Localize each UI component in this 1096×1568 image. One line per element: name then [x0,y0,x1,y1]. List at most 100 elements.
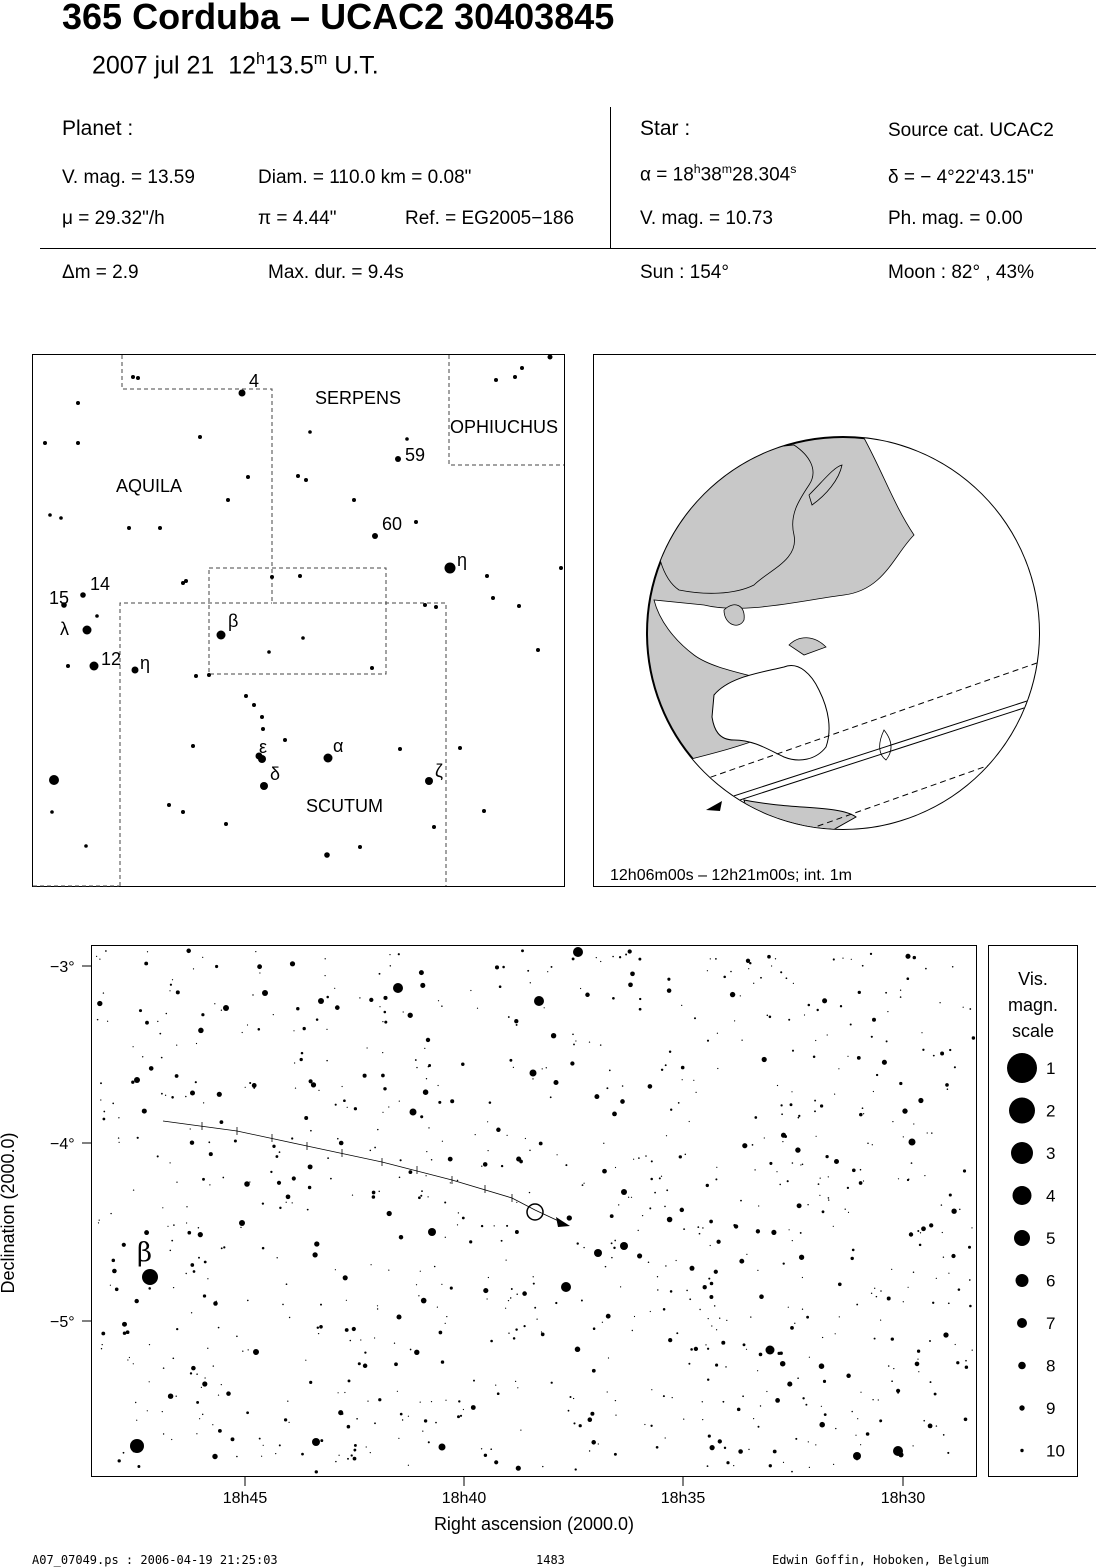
field-star [540,1331,543,1333]
field-star [896,1388,901,1393]
field-star [702,1285,707,1290]
field-star [175,1395,177,1397]
field-star [580,987,582,990]
field-star [430,1159,433,1161]
field-star [918,1371,920,1373]
field-star [473,1379,475,1382]
scale-svg: 1 2 3 4 5 6 7 8 9 10 [1007,1053,1065,1461]
sun-elongation: Sun : 154° [640,262,729,283]
field-star [860,1391,862,1393]
field-star [664,1437,666,1439]
field-star [419,1270,421,1272]
asteroid-track-ticks [201,1122,513,1202]
field-star [613,1246,616,1250]
field-star [510,1288,513,1290]
field-star [796,1203,802,1209]
field-star [627,1196,630,1198]
field-star [705,1183,709,1188]
field-star [507,1016,510,1018]
moon-elongation: Moon : 82° , 43% [888,262,1034,283]
field-star [857,990,861,995]
field-star [954,1343,956,1346]
constellation-map: AQUILA SERPENS OPHIUCHUS SCUTUM 4 59 60 … [32,354,565,887]
field-star [369,997,374,1003]
field-star [291,1137,294,1140]
field-star [872,1399,874,1401]
field-star [734,1020,736,1022]
field-star [396,1314,402,1320]
field-star [787,1306,789,1308]
field-star [487,1149,489,1152]
event-datetime: 2007 jul 21 12h13.5m U.T. [92,50,379,80]
field-star [169,1162,171,1164]
field-star [422,1430,424,1432]
field-star [594,1094,600,1100]
field-star [167,1225,169,1227]
field-star [161,1092,163,1095]
field-star [662,1308,666,1311]
map-star [547,355,553,360]
field-star [591,1368,596,1373]
map-star [84,844,88,848]
field-star [679,1207,685,1213]
field-star [838,1068,840,1070]
map-star [482,809,486,813]
field-star [665,1135,668,1137]
field-star [693,1017,697,1020]
field-star [357,1362,361,1366]
field-star [307,1185,312,1190]
footer-page: 1483 [536,1553,565,1567]
field-star [741,1039,743,1041]
field-star [627,949,632,954]
field-star [789,1103,793,1107]
y-tick-label-4: −4° [50,1136,75,1153]
field-star [819,1104,824,1108]
scale-label-1: 1 [1046,1059,1055,1078]
field-star [638,1007,642,1011]
field-star [716,1239,721,1244]
field-star [430,1401,433,1403]
field-star [910,1162,913,1164]
field-star [196,1433,198,1435]
scale-labels: 1 2 3 4 5 6 7 8 9 10 [1046,1059,1065,1461]
map-star [131,375,135,379]
field-star [619,1286,622,1288]
field-star [665,1265,667,1267]
scale-label-2: 2 [1046,1102,1055,1121]
field-star [291,1202,293,1204]
map-star [352,498,356,502]
field-star [223,1246,226,1249]
field-star [196,1373,198,1375]
field-star [771,965,773,967]
field-star [97,1000,103,1007]
scale-label-4: 4 [1046,1187,1055,1206]
field-star [851,1410,853,1413]
field-star [924,1175,926,1177]
field-star [550,1033,557,1039]
constellation-label-aquila: AQUILA [116,476,182,496]
field-star [834,1093,836,1095]
star-label-delta: δ [270,764,280,784]
field-star [534,1306,537,1309]
field-star [121,1242,126,1247]
field-star [761,1056,767,1063]
scale-dot-4 [1012,1186,1032,1205]
field-star [360,1339,362,1341]
field-star [647,1261,650,1264]
field-star [706,1347,710,1350]
field-star [261,1202,265,1205]
field-star [971,1227,973,1229]
field-star [782,1461,785,1463]
field-star [514,1019,519,1024]
field-star [162,1367,165,1369]
field-star [867,1142,869,1145]
field-star [488,1101,492,1104]
field-star [859,1168,862,1171]
field-star [550,1381,553,1384]
field-star [916,1349,921,1353]
field-star [103,1110,106,1113]
field-star [498,985,502,988]
field-star [827,1197,830,1199]
bright-star [428,1228,436,1236]
scale-dot-10 [1020,1448,1024,1453]
